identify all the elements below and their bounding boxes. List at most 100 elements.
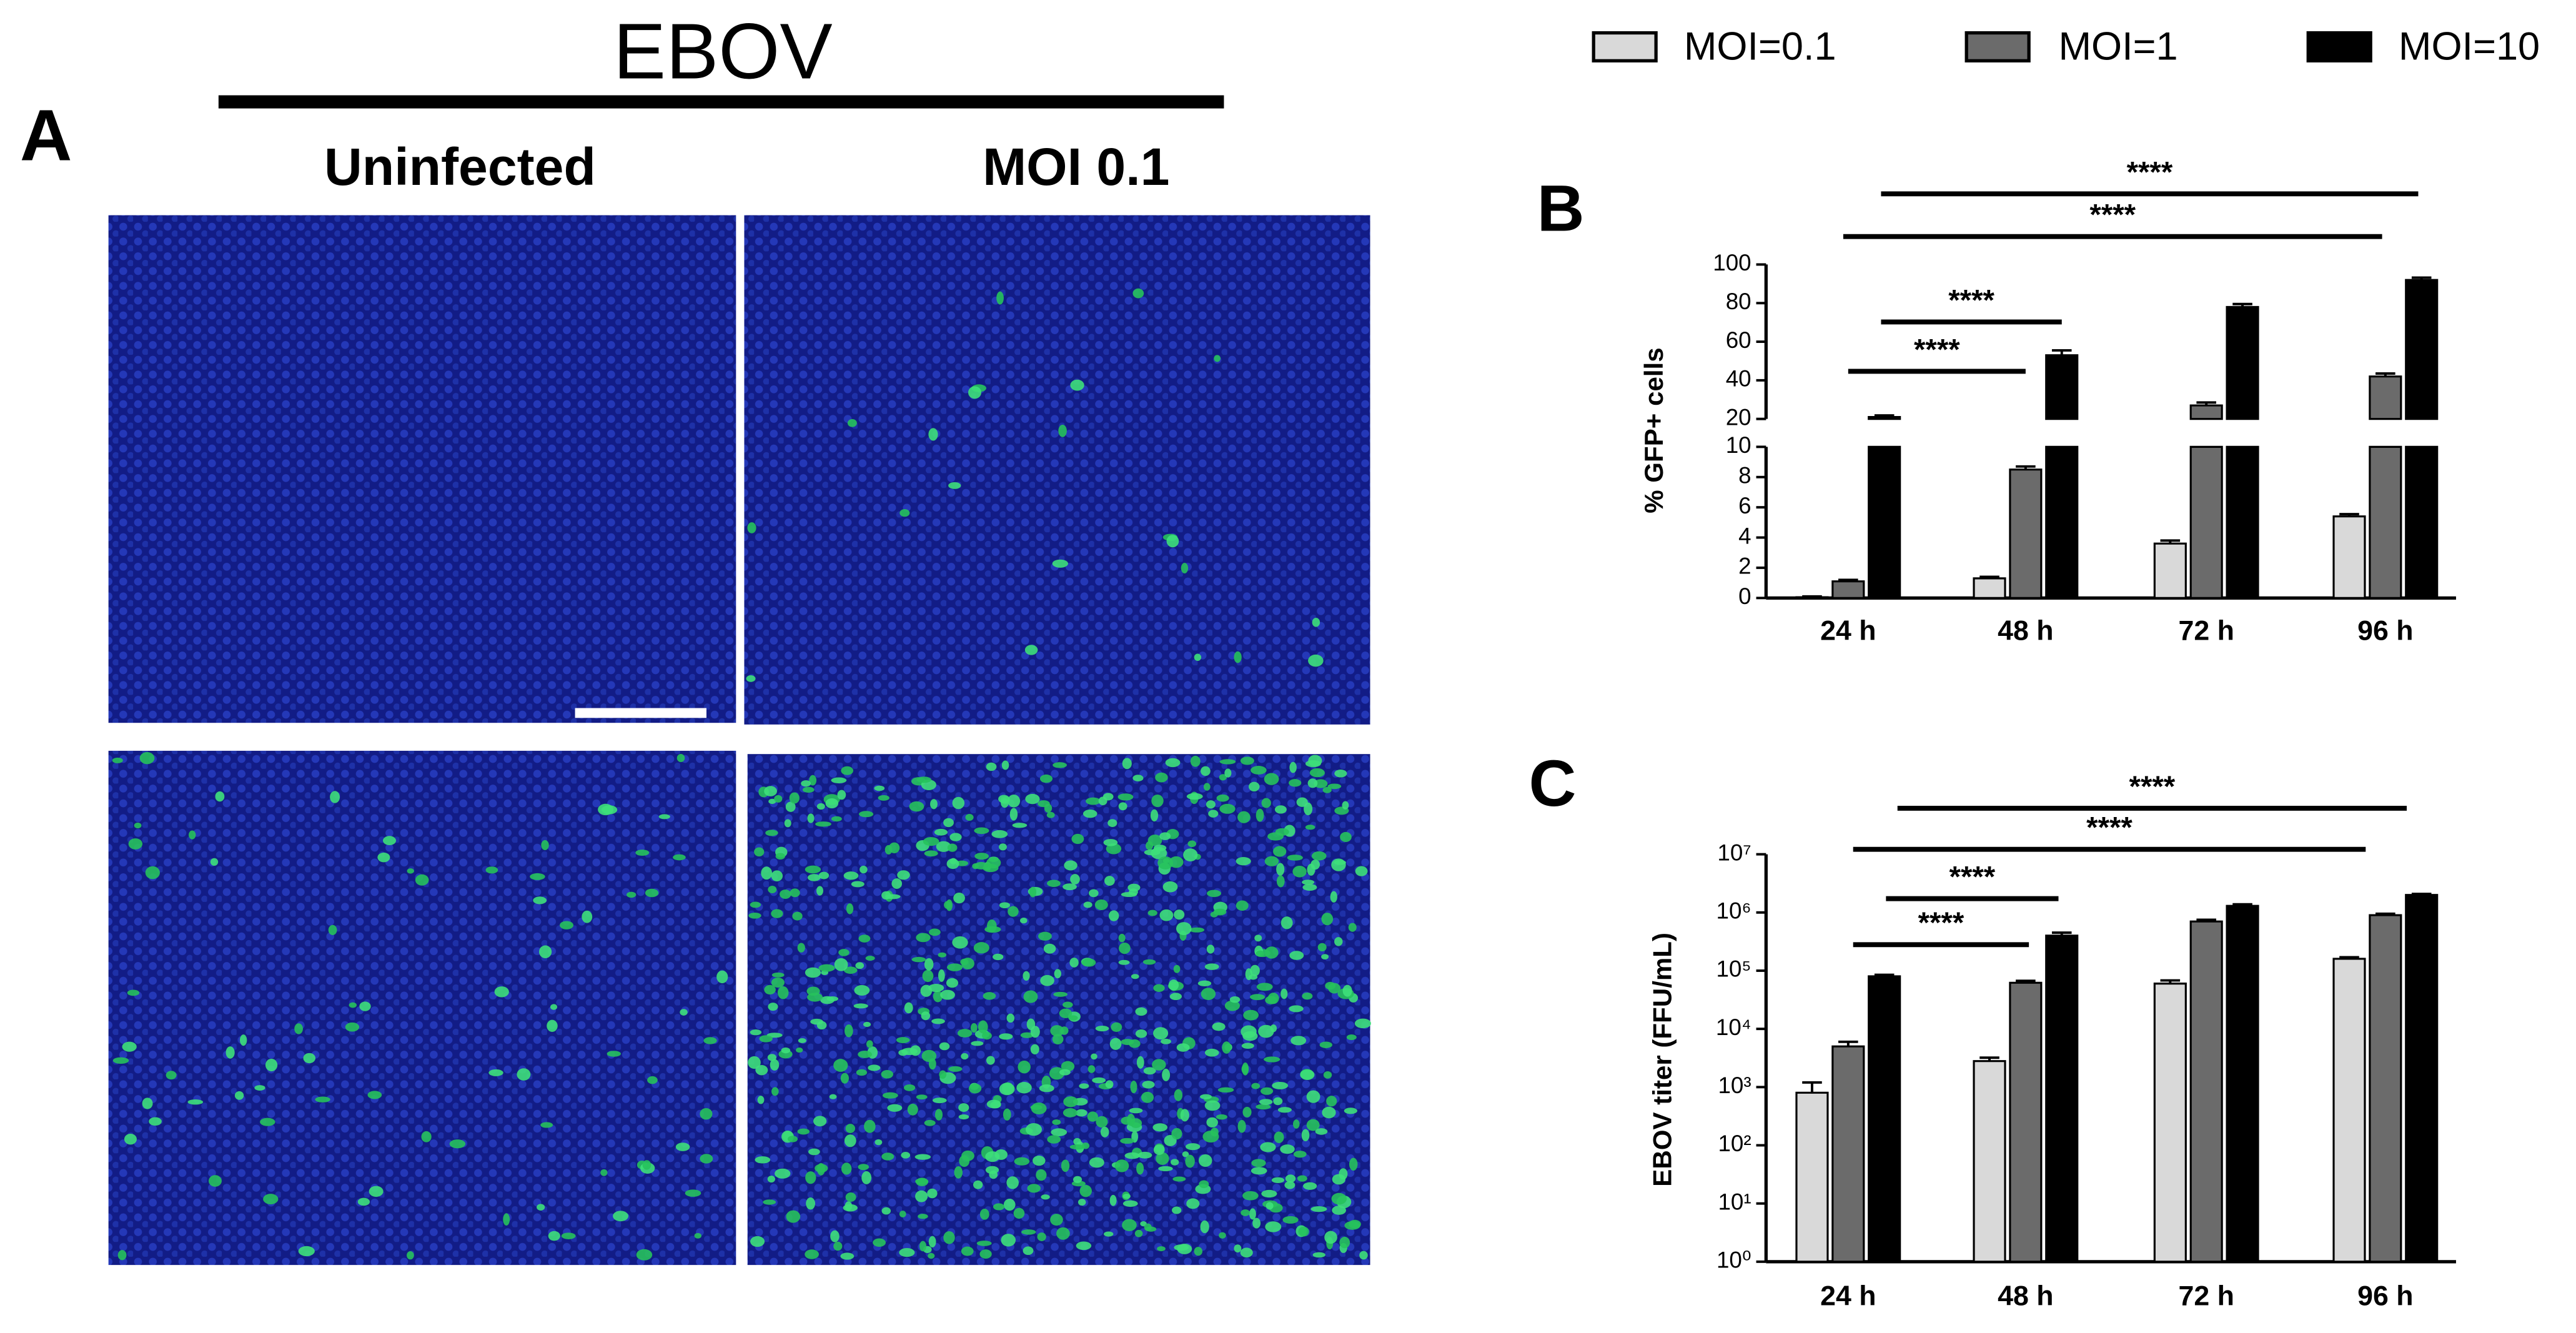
gfp-cell bbox=[548, 1231, 560, 1241]
significance-label: **** bbox=[2086, 811, 2133, 845]
bar bbox=[1973, 577, 2006, 599]
gfp-cell bbox=[1079, 1184, 1092, 1197]
gfp-cell bbox=[878, 795, 889, 801]
gfp-cell bbox=[1063, 883, 1077, 891]
gfp-cell bbox=[928, 984, 944, 993]
gfp-cell bbox=[1307, 778, 1318, 788]
gfp-cell bbox=[1008, 906, 1019, 917]
gfp-cell bbox=[896, 1037, 910, 1043]
gfp-cell bbox=[1063, 1108, 1077, 1117]
gfp-cell bbox=[1046, 811, 1055, 818]
gfp-cell bbox=[858, 1051, 872, 1058]
gfp-cell bbox=[837, 790, 846, 800]
gfp-cell bbox=[1058, 424, 1067, 437]
gfp-cell bbox=[1272, 1081, 1289, 1089]
legend-swatch bbox=[2306, 31, 2372, 62]
gfp-cell bbox=[1040, 974, 1054, 986]
gfp-cell bbox=[1155, 772, 1168, 783]
gfp-cell bbox=[1334, 937, 1343, 946]
gfp-cell bbox=[771, 972, 785, 978]
bar bbox=[1868, 415, 1901, 599]
gfp-cell bbox=[1159, 832, 1171, 840]
gfp-cell bbox=[1044, 803, 1053, 813]
bar bbox=[2369, 375, 2402, 599]
gfp-cell bbox=[1339, 1236, 1350, 1249]
gfp-cell bbox=[970, 1023, 978, 1033]
gfp-cell bbox=[1081, 958, 1096, 967]
bar bbox=[2153, 542, 2187, 599]
gfp-cell bbox=[961, 958, 974, 969]
gfp-cell bbox=[1153, 845, 1167, 851]
gfp-cell bbox=[1325, 981, 1336, 990]
gfp-cell bbox=[806, 1197, 816, 1210]
gfp-cell bbox=[1079, 1083, 1089, 1089]
gfp-cell bbox=[1176, 1043, 1190, 1052]
gfp-cell bbox=[1122, 1219, 1137, 1231]
gfp-cell bbox=[1006, 1013, 1015, 1023]
gfp-cell bbox=[854, 985, 870, 996]
gfp-cell bbox=[716, 970, 728, 984]
legend-label: MOI=10 bbox=[2399, 25, 2540, 69]
gfp-cell bbox=[139, 752, 155, 765]
bar bbox=[1831, 580, 1865, 599]
gfp-cell bbox=[635, 850, 650, 856]
gfp-cell bbox=[1121, 891, 1137, 898]
gfp-cell bbox=[968, 1083, 982, 1094]
gfp-cell bbox=[976, 1241, 992, 1246]
gfp-cell bbox=[1069, 1144, 1085, 1150]
gfp-cell bbox=[1039, 774, 1053, 783]
gfp-cell bbox=[1306, 1090, 1320, 1103]
gfp-cell bbox=[1054, 969, 1061, 979]
gfp-cell bbox=[843, 966, 858, 974]
gfp-cell bbox=[328, 924, 337, 936]
gfp-cell bbox=[1312, 1252, 1325, 1258]
gfp-cell bbox=[777, 986, 789, 999]
gfp-cell bbox=[1109, 1038, 1122, 1050]
gfp-cell bbox=[1186, 793, 1203, 800]
gfp-cell bbox=[947, 843, 958, 852]
gfp-cell bbox=[1302, 884, 1317, 891]
gfp-cell bbox=[840, 1073, 849, 1084]
gfp-cell bbox=[764, 786, 777, 796]
gfp-cell bbox=[1051, 1128, 1068, 1136]
gfp-cell bbox=[771, 1087, 779, 1096]
gfp-cell bbox=[1301, 1129, 1310, 1142]
gfp-cell bbox=[845, 1024, 853, 1038]
gfp-cell bbox=[1256, 1104, 1271, 1110]
gfp-cell bbox=[1265, 1221, 1282, 1232]
gfp-cell bbox=[863, 1021, 871, 1028]
gfp-cell bbox=[829, 1094, 837, 1099]
gfp-cell bbox=[968, 386, 982, 399]
gfp-cell bbox=[1003, 1199, 1016, 1211]
gfp-cell bbox=[1245, 968, 1252, 981]
y-tick-label: 6 bbox=[1738, 493, 1751, 518]
gfp-cell bbox=[1285, 1174, 1296, 1183]
gfp-cell bbox=[1142, 959, 1156, 965]
gfp-cell bbox=[1322, 786, 1332, 793]
gfp-cell bbox=[254, 1085, 265, 1091]
y-axis-label: EBOV titer (FFU/mL) bbox=[1647, 933, 1677, 1187]
gfp-cell bbox=[1198, 1154, 1212, 1167]
gfp-cell bbox=[541, 840, 549, 851]
gfp-cell bbox=[1208, 810, 1219, 818]
gfp-cell bbox=[1069, 958, 1079, 968]
gfp-cell bbox=[1102, 793, 1114, 801]
gfp-cell bbox=[645, 888, 659, 898]
gfp-cell bbox=[820, 996, 835, 1004]
gfp-cell bbox=[940, 989, 955, 1000]
gfp-cell bbox=[1053, 991, 1068, 997]
gfp-cell bbox=[807, 874, 821, 881]
gfp-cell bbox=[128, 838, 143, 850]
gfp-cell bbox=[1261, 1189, 1277, 1198]
gfp-cell bbox=[981, 1031, 992, 1040]
gfp-cell bbox=[979, 1209, 989, 1220]
gfp-cell bbox=[931, 1018, 945, 1024]
title-bar bbox=[218, 95, 1224, 109]
legend-swatch bbox=[1964, 31, 2031, 62]
y-tick-label: 10² bbox=[1718, 1131, 1751, 1156]
gfp-cell bbox=[1346, 1034, 1357, 1041]
gfp-cell bbox=[901, 1152, 911, 1159]
gfp-cell bbox=[1124, 1152, 1140, 1159]
gfp-cell bbox=[1052, 559, 1069, 568]
y-tick-label: 80 bbox=[1726, 289, 1751, 314]
